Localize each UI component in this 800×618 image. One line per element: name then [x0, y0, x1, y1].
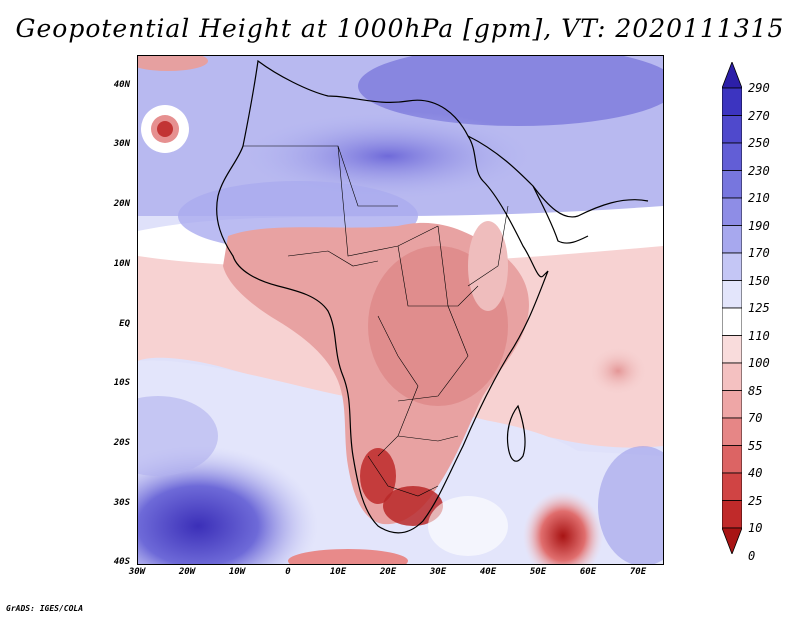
colorbar-cell — [722, 252, 742, 281]
colorbar-label: 10 — [748, 521, 763, 535]
colorbar-top-arrow — [722, 62, 742, 89]
colorbar-cell — [722, 142, 742, 171]
colorbar-label: 125 — [748, 301, 770, 315]
lon-label-70e: 70E — [629, 567, 647, 577]
colorbar-label: 110 — [748, 328, 770, 343]
lon-label-10w: 10W — [228, 567, 246, 577]
colorbar-label: 290 — [748, 81, 770, 95]
south-atlantic-ridge — [138, 396, 218, 476]
credit-text: GrADS: IGES/COLA — [6, 604, 84, 613]
colorbar-label: 55 — [748, 438, 763, 453]
colorbar-cell — [722, 225, 742, 254]
colorbar-cell — [722, 170, 742, 199]
colorbar-label: 150 — [748, 273, 770, 288]
lat-label-30n: 30N — [113, 139, 130, 149]
lon-label-60e: 60E — [579, 567, 597, 577]
colorbar-label: 250 — [748, 136, 770, 150]
lon-label-30w: 30W — [128, 567, 146, 577]
colorbar-label: 170 — [748, 246, 770, 260]
colorbar-label: 85 — [748, 383, 763, 398]
south-atlantic-high — [138, 446, 318, 564]
south-africa-low — [383, 486, 443, 526]
colorbar-cell — [722, 307, 742, 336]
colorbar-cell — [722, 390, 742, 419]
ethiopia-highlands — [468, 221, 508, 311]
colorbar-label: 100 — [748, 356, 770, 370]
lat-label-eq: EQ — [119, 319, 130, 329]
indian-ocean-low — [588, 346, 648, 396]
lat-label-30s: 30S — [113, 498, 130, 508]
colorbar-cell — [722, 417, 742, 446]
colorbar-label: 210 — [748, 191, 770, 205]
colorbar-label: 25 — [748, 493, 763, 508]
lat-label-10s: 10S — [113, 378, 130, 388]
country-borders — [243, 145, 509, 497]
lon-label-0: 0 — [285, 567, 291, 577]
lat-label-20s: 20S — [113, 438, 130, 448]
colorbar-label: 40 — [748, 466, 763, 480]
mediterranean-high — [358, 56, 663, 126]
colorbar-cell — [722, 445, 742, 474]
southern-coast-low — [288, 549, 408, 564]
colorbar-label: 70 — [748, 411, 763, 425]
northwest-corner-low — [138, 56, 208, 71]
colorbar-label: 190 — [748, 218, 770, 233]
lon-label-20w: 20W — [178, 567, 196, 577]
kalahari-low — [360, 448, 396, 504]
colorbar — [722, 62, 742, 554]
southern-ocean-low — [523, 491, 603, 564]
colorbar-label: 230 — [748, 163, 770, 178]
sahara-high — [238, 111, 538, 201]
colorbar-cell — [722, 115, 742, 144]
lat-label-10n: 10N — [113, 259, 130, 269]
lon-label-10e: 10E — [329, 567, 347, 577]
lat-label-20n: 20N — [113, 199, 130, 209]
map-panel — [137, 55, 664, 565]
colorbar-label: 270 — [748, 108, 770, 123]
lon-label-30e: 30E — [429, 567, 447, 577]
southern-ridge — [428, 496, 508, 556]
lon-label-50e: 50E — [529, 567, 547, 577]
lon-label-40e: 40E — [479, 567, 497, 577]
southeast-high — [598, 446, 663, 564]
colorbar-cell — [722, 197, 742, 226]
colorbar-cell — [722, 87, 742, 116]
atlantic-cell-core — [157, 121, 173, 137]
lat-label-40s: 40S — [113, 557, 130, 567]
colorbar-cell — [722, 500, 742, 529]
lat-label-40n: 40N — [113, 80, 130, 90]
colorbar-cell — [722, 335, 742, 364]
colorbar-label: 0 — [748, 548, 756, 563]
chart-title: Geopotential Height at 1000hPa [gpm], VT… — [15, 14, 785, 43]
colorbar-cell — [722, 472, 742, 501]
coastlines — [216, 59, 649, 534]
map-canvas — [138, 56, 663, 564]
colorbar-cell — [722, 280, 742, 309]
colorbar-cell — [722, 362, 742, 391]
colorbar-bottom-arrow — [722, 527, 742, 554]
lon-label-20e: 20E — [379, 567, 397, 577]
